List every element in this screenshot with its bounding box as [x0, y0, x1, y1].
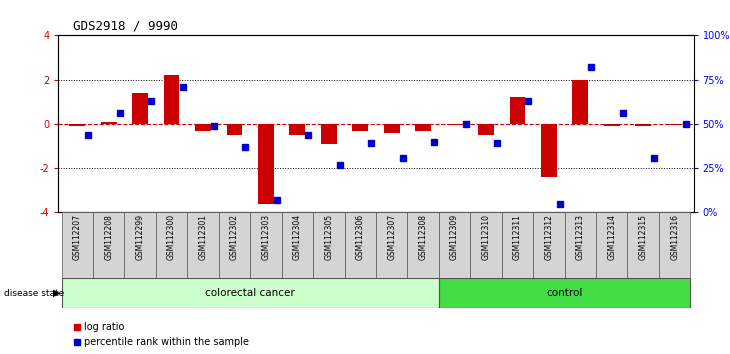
Text: log ratio: log ratio: [84, 322, 124, 332]
Bar: [478, 124, 494, 135]
Text: GSM112312: GSM112312: [545, 215, 553, 260]
Text: GSM112308: GSM112308: [418, 215, 428, 260]
Bar: [282, 212, 313, 278]
Bar: [635, 124, 651, 126]
Bar: [156, 212, 188, 278]
Bar: [313, 212, 345, 278]
Bar: [439, 278, 691, 308]
Bar: [666, 124, 683, 125]
Bar: [628, 212, 659, 278]
Text: GSM112208: GSM112208: [104, 215, 113, 260]
Bar: [188, 212, 219, 278]
Bar: [101, 122, 117, 124]
Text: percentile rank within the sample: percentile rank within the sample: [84, 337, 249, 347]
Bar: [132, 93, 148, 124]
Text: GSM112299: GSM112299: [136, 215, 145, 260]
Bar: [345, 212, 376, 278]
Bar: [604, 124, 620, 126]
Bar: [596, 212, 628, 278]
Bar: [407, 212, 439, 278]
Text: GDS2918 / 9990: GDS2918 / 9990: [73, 19, 178, 33]
Bar: [533, 212, 564, 278]
Bar: [258, 124, 274, 204]
Bar: [164, 75, 180, 124]
Bar: [572, 80, 588, 124]
Text: GSM112315: GSM112315: [639, 215, 648, 260]
Text: GSM112302: GSM112302: [230, 215, 239, 260]
Bar: [124, 212, 156, 278]
Text: GSM112301: GSM112301: [199, 215, 207, 260]
Bar: [61, 212, 93, 278]
Bar: [415, 124, 431, 131]
Bar: [250, 212, 282, 278]
Text: GSM112300: GSM112300: [167, 215, 176, 261]
Bar: [510, 97, 526, 124]
Bar: [219, 212, 250, 278]
Bar: [470, 212, 502, 278]
Bar: [195, 124, 211, 131]
Bar: [502, 212, 533, 278]
Bar: [61, 278, 439, 308]
Bar: [69, 124, 85, 126]
Text: GSM112303: GSM112303: [261, 215, 270, 261]
Text: GSM112305: GSM112305: [324, 215, 334, 261]
Text: GSM112310: GSM112310: [482, 215, 491, 260]
Text: GSM112207: GSM112207: [73, 215, 82, 260]
Bar: [447, 124, 462, 125]
Text: colorectal cancer: colorectal cancer: [205, 288, 295, 298]
Text: GSM112316: GSM112316: [670, 215, 679, 260]
Text: GSM112314: GSM112314: [607, 215, 616, 260]
Text: GSM112311: GSM112311: [513, 215, 522, 260]
Text: GSM112313: GSM112313: [576, 215, 585, 260]
Text: GSM112307: GSM112307: [387, 215, 396, 261]
Bar: [659, 212, 691, 278]
Text: GSM112306: GSM112306: [356, 215, 365, 261]
Bar: [564, 212, 596, 278]
Text: GSM112304: GSM112304: [293, 215, 301, 261]
Text: ▶: ▶: [53, 288, 61, 298]
Bar: [384, 124, 399, 133]
Bar: [290, 124, 305, 135]
Bar: [226, 124, 242, 135]
Bar: [93, 212, 124, 278]
Bar: [321, 124, 337, 144]
Bar: [439, 212, 470, 278]
Bar: [541, 124, 557, 177]
Bar: [376, 212, 407, 278]
Bar: [353, 124, 368, 131]
Text: control: control: [547, 288, 583, 298]
Text: disease state: disease state: [4, 289, 64, 298]
Text: GSM112309: GSM112309: [450, 215, 459, 261]
